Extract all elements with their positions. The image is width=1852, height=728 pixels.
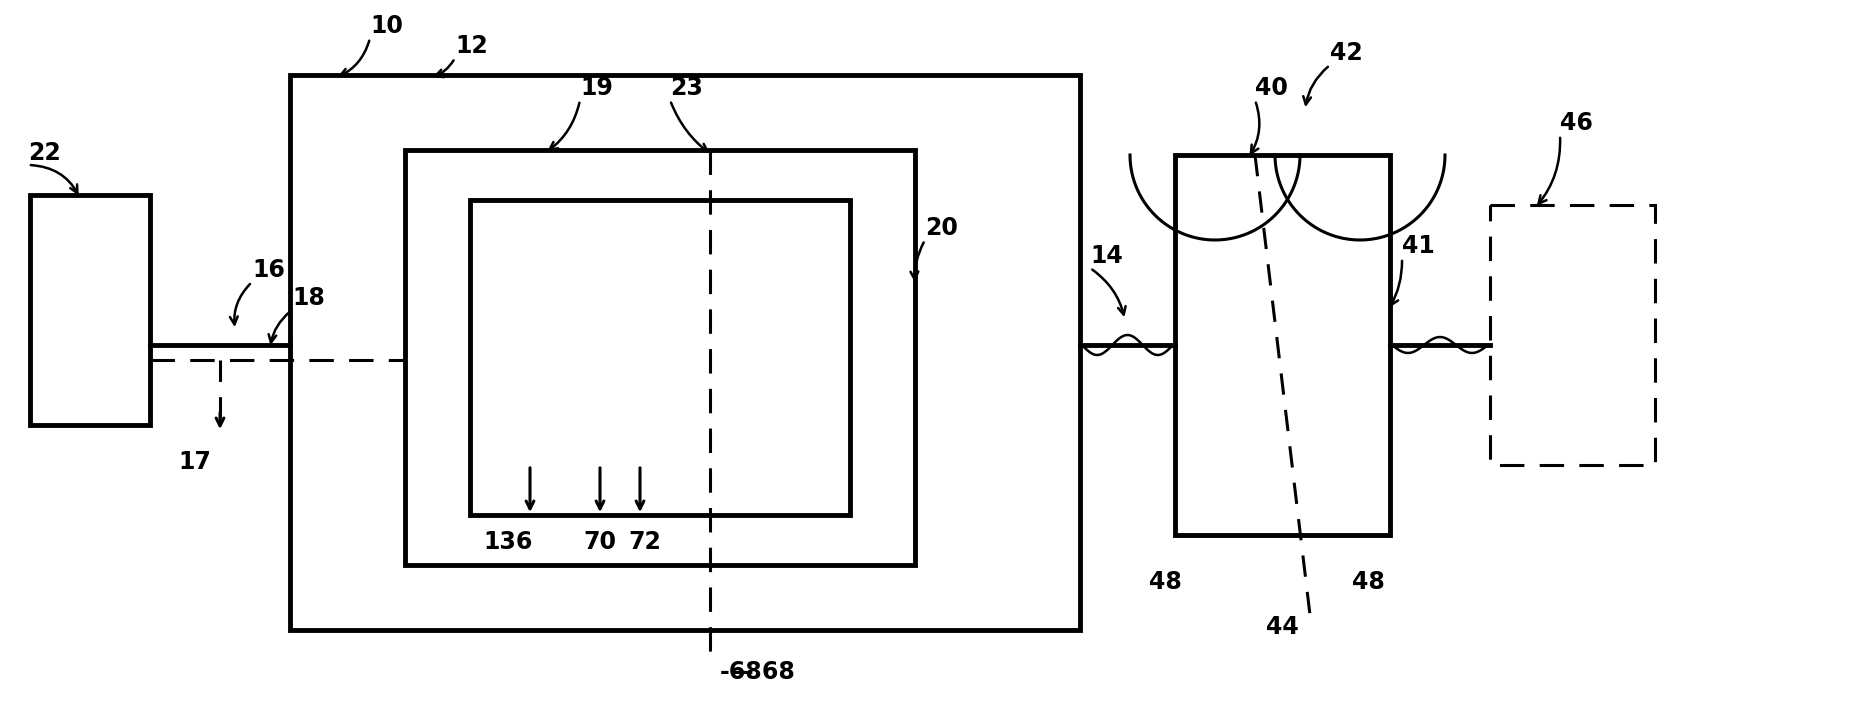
Text: 44: 44	[1265, 615, 1298, 639]
Text: 48: 48	[1148, 570, 1182, 594]
Text: 42: 42	[1330, 41, 1363, 65]
Text: 18: 18	[293, 286, 324, 310]
Bar	[1174, 155, 1391, 535]
Text: 16: 16	[252, 258, 285, 282]
Text: 48: 48	[1352, 570, 1385, 594]
Bar	[30, 195, 150, 425]
Text: -68: -68	[720, 660, 763, 684]
Text: 136: 136	[483, 530, 533, 554]
Text: 12: 12	[456, 34, 487, 58]
Text: 70: 70	[583, 530, 617, 554]
Text: — 68: — 68	[730, 660, 795, 684]
Bar	[470, 200, 850, 515]
Text: 46: 46	[1559, 111, 1593, 135]
Text: 20: 20	[924, 216, 957, 240]
Text: 72: 72	[628, 530, 661, 554]
Text: 14: 14	[1091, 244, 1122, 268]
Text: 17: 17	[178, 450, 211, 474]
Text: 22: 22	[28, 141, 61, 165]
Text: 19: 19	[580, 76, 613, 100]
Bar	[291, 75, 1080, 630]
Text: 41: 41	[1402, 234, 1435, 258]
Bar	[1491, 205, 1656, 465]
Text: 10: 10	[370, 14, 404, 38]
Bar	[406, 150, 915, 565]
Text: 23: 23	[670, 76, 704, 100]
Text: 40: 40	[1256, 76, 1287, 100]
